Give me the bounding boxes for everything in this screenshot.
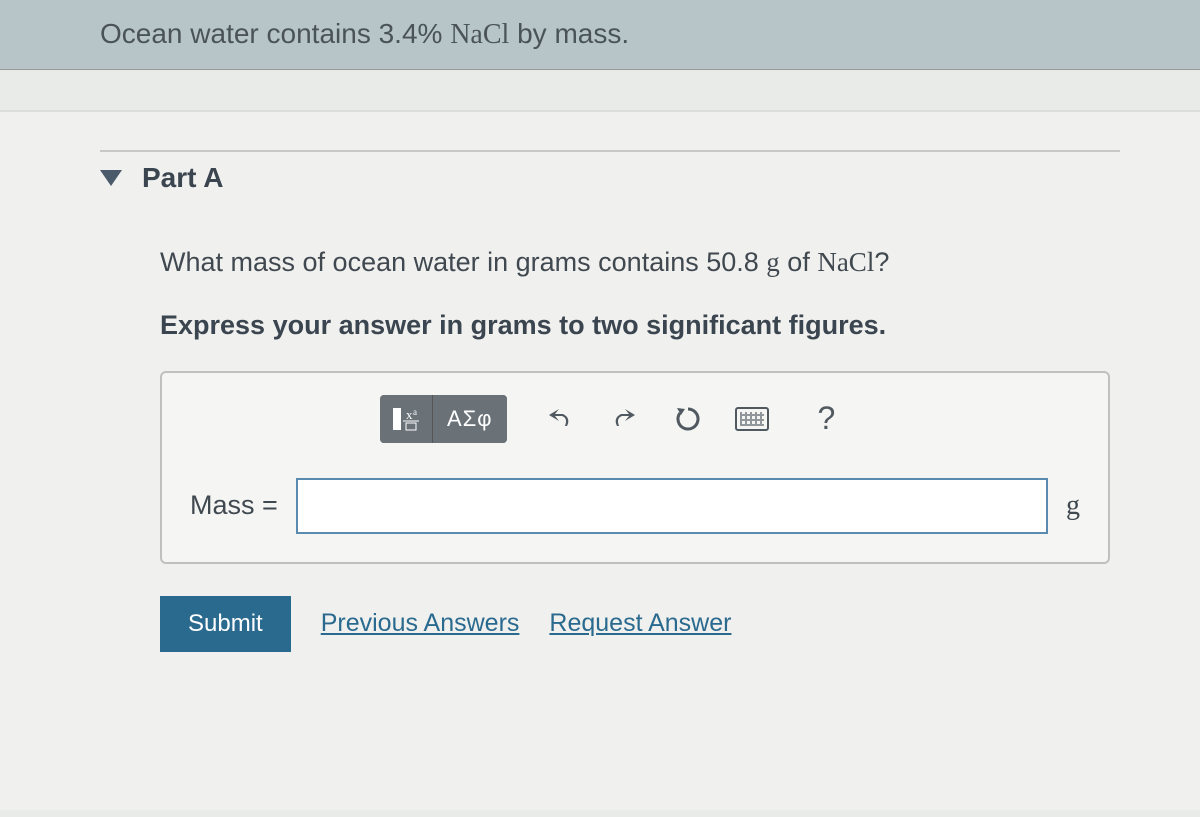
problem-statement: Ocean water contains 3.4% NaCl by mass. bbox=[0, 0, 1200, 70]
chevron-down-icon[interactable] bbox=[100, 170, 122, 186]
divider bbox=[100, 150, 1120, 152]
question-mid: of bbox=[780, 247, 818, 277]
question-compound: NaCl bbox=[817, 247, 874, 277]
answer-input[interactable] bbox=[296, 478, 1048, 534]
undo-button[interactable] bbox=[537, 396, 583, 442]
keyboard-button[interactable] bbox=[729, 396, 775, 442]
reset-button[interactable] bbox=[665, 396, 711, 442]
unit-label: g bbox=[1066, 490, 1080, 522]
question-suffix: ? bbox=[874, 247, 889, 277]
svg-text:x: x bbox=[406, 407, 413, 422]
help-button[interactable]: ? bbox=[818, 400, 836, 437]
problem-compound: NaCl bbox=[450, 19, 509, 50]
redo-button[interactable] bbox=[601, 396, 647, 442]
format-tool-group: x a ΑΣφ bbox=[380, 395, 507, 443]
instruction-text: Express your answer in grams to two sign… bbox=[160, 310, 1120, 341]
equation-toolbar: x a ΑΣφ bbox=[190, 395, 1080, 443]
question-text: What mass of ocean water in grams contai… bbox=[160, 244, 1120, 282]
problem-suffix: by mass. bbox=[509, 18, 629, 49]
svg-text:a: a bbox=[413, 407, 417, 417]
request-answer-link[interactable]: Request Answer bbox=[549, 609, 731, 638]
percent-sign: % bbox=[418, 18, 443, 49]
question-prefix: What mass of ocean water in grams contai… bbox=[160, 247, 766, 277]
part-title: Part A bbox=[142, 162, 223, 194]
problem-prefix: Ocean water contains 3.4 bbox=[100, 18, 418, 49]
part-header[interactable]: Part A bbox=[100, 162, 1120, 194]
submit-button[interactable]: Submit bbox=[160, 596, 291, 652]
action-row: Submit Previous Answers Request Answer bbox=[160, 596, 1120, 652]
templates-button[interactable]: x a bbox=[380, 395, 433, 443]
previous-answers-link[interactable]: Previous Answers bbox=[321, 609, 520, 638]
input-row: Mass = g bbox=[190, 478, 1080, 534]
toolbar-right: ? bbox=[537, 396, 836, 442]
greek-symbols-button[interactable]: ΑΣφ bbox=[433, 395, 507, 443]
question-mass-unit: g bbox=[766, 247, 780, 277]
content-area: Part A What mass of ocean water in grams… bbox=[0, 110, 1200, 810]
answer-box: x a ΑΣφ bbox=[160, 371, 1110, 564]
mass-label: Mass = bbox=[190, 490, 278, 521]
keyboard-icon bbox=[735, 407, 769, 431]
